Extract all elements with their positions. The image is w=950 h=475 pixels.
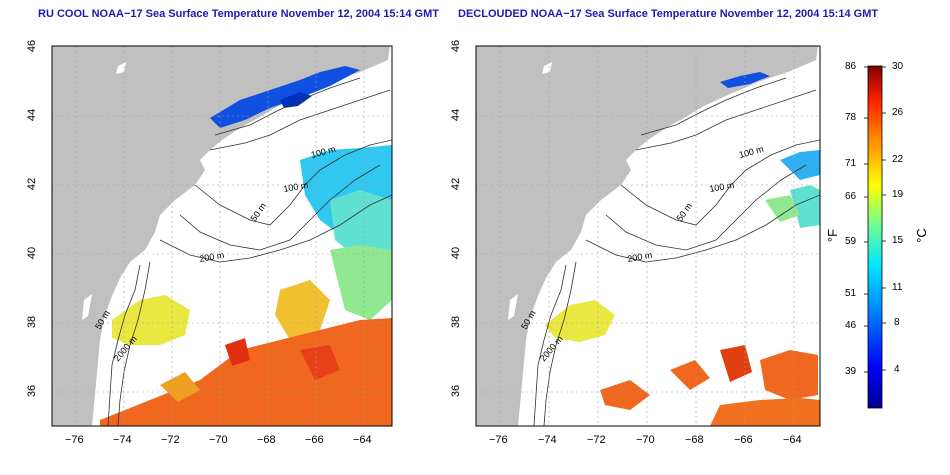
cb-f-78: 78 (845, 112, 857, 123)
y-tick-left-36: 36 (26, 384, 39, 398)
y-tick-right-40: 40 (450, 246, 463, 260)
x-tick-left-6: −66 (305, 434, 324, 446)
cb-c-11: 11 (892, 282, 903, 293)
x-tick-right-3: −72 (587, 434, 606, 446)
cb-c-22: 22 (892, 154, 904, 165)
y-tick-left-42: 42 (26, 177, 39, 191)
cb-f-51: 51 (845, 288, 857, 299)
cb-f-39: 39 (845, 366, 857, 377)
map-panel-right: 100 m 100 m 50 m 200 m 50 m 2000 m (476, 46, 820, 426)
cb-f-66: 66 (845, 191, 857, 202)
x-tick-right-5: −68 (685, 434, 704, 446)
y-tick-left-44: 44 (26, 108, 39, 122)
colorbar-unit-c: °C (913, 228, 929, 243)
x-tick-right-4: −70 (636, 434, 655, 446)
y-tick-left-46: 46 (26, 39, 39, 53)
colorbar-unit-f: °F (825, 228, 841, 243)
y-tick-right-42: 42 (450, 177, 463, 191)
cb-c-26: 26 (892, 107, 904, 118)
y-tick-right-44: 44 (450, 108, 463, 122)
svg-text:200 m: 200 m (199, 250, 225, 264)
panel-title-right: DECLOUDED NOAA−17 Sea Surface Temperatur… (458, 8, 879, 20)
x-tick-right-2: −74 (538, 434, 557, 446)
cb-c-4: 4 (894, 364, 900, 375)
x-tick-right-1: −76 (489, 434, 508, 446)
cb-f-59: 59 (845, 236, 857, 247)
x-tick-left-4: −70 (209, 434, 228, 446)
x-tick-right-7: −64 (783, 434, 802, 446)
sst-yellow-patch-left (112, 295, 190, 345)
cb-f-46: 46 (845, 320, 857, 331)
x-tick-left-5: −68 (257, 434, 276, 446)
grid-left (52, 46, 392, 426)
grid-right (476, 46, 820, 426)
cb-c-15: 15 (892, 235, 904, 246)
cb-c-30: 30 (892, 61, 904, 72)
cb-c-19: 19 (892, 189, 904, 200)
colorbar (867, 65, 883, 409)
panel-title-left: RU COOL NOAA−17 Sea Surface Temperature … (38, 8, 439, 20)
y-tick-right-38: 38 (450, 315, 463, 329)
y-tick-left-40: 40 (26, 246, 39, 260)
land-mass-right (476, 46, 818, 426)
sst-cold-patch-left (210, 66, 360, 128)
map-panel-left: 100 m 100 m 50 m 200 m 50 m 2000 m (52, 46, 392, 426)
svg-text:200 m: 200 m (627, 250, 653, 264)
x-tick-left-1: −76 (65, 434, 84, 446)
y-tick-right-46: 46 (450, 39, 463, 53)
land-mass-left (52, 46, 390, 426)
y-tick-left-38: 38 (26, 315, 39, 329)
sst-yellow-patch-right (545, 300, 615, 342)
cb-f-71: 71 (845, 158, 857, 169)
cb-f-86: 86 (845, 61, 857, 72)
x-tick-left-3: −72 (161, 434, 180, 446)
svg-text:100 m: 100 m (283, 180, 309, 194)
sst-warm-patch-left (100, 318, 392, 426)
cb-c-8: 8 (894, 317, 900, 328)
x-tick-right-6: −66 (734, 434, 753, 446)
svg-text:100 m: 100 m (709, 180, 735, 194)
y-tick-right-36: 36 (450, 384, 463, 398)
x-tick-left-2: −74 (113, 434, 132, 446)
sst-warm-patch-right (600, 380, 650, 410)
x-tick-left-7: −64 (353, 434, 372, 446)
